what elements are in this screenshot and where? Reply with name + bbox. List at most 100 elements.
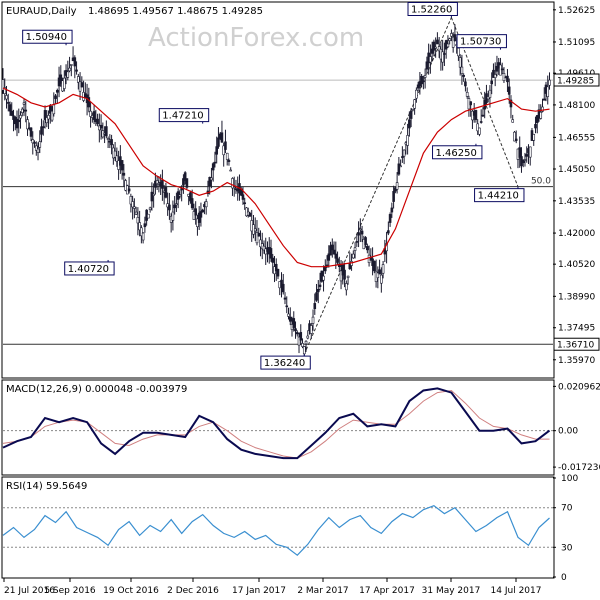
candle-body [453,34,457,42]
candle-body [546,86,550,97]
candle-body [306,335,310,339]
candle-body [131,201,134,208]
macd-tick-label: 0.020962 [558,382,600,392]
candle-body [136,217,140,224]
x-tick-label: 2 Mar 2017 [297,586,348,596]
candle-body [476,123,479,132]
y-tick-label: 1.45050 [558,165,595,175]
candle-body [451,36,455,48]
candle-body [248,213,252,217]
candle-body [255,232,259,244]
candle-body [479,121,483,123]
candle-body [334,253,338,259]
candle-body [127,188,131,192]
candle-body [292,318,296,328]
candle-body [513,131,516,142]
candle-body [134,211,138,215]
candle-body [345,283,348,291]
macd-line [2,387,551,460]
x-tick-label: 17 Apr 2017 [359,586,415,596]
candle-body [327,253,331,261]
candle-body [215,146,218,155]
candle-body [525,154,529,157]
annotation-box [260,355,311,370]
candle-body [316,289,320,293]
candle-body [343,269,346,280]
x-tick-label: 14 Jul 2017 [491,586,542,596]
candle-body [70,64,73,66]
candle-body [329,245,332,256]
candle-body [173,204,176,209]
candle-body [509,99,513,108]
candle-body [380,274,383,284]
candle-body [220,132,224,143]
candle-body [50,110,54,121]
candle-body [143,223,147,228]
candle-body [548,79,551,86]
candle-body [99,124,103,129]
candle-body [52,104,56,115]
ohlc-readout: 1.48695 1.49567 1.48675 1.49285 [88,6,263,17]
candle-body [397,163,401,175]
candle-body [448,38,451,41]
candle-body [366,246,369,251]
candle-body [171,211,175,221]
candle-body [287,313,290,317]
y-tick-label: 1.52625 [558,6,595,16]
candle-body [523,159,527,161]
candle-body [408,119,411,129]
rsi-line [2,505,550,556]
candle-body [430,48,434,54]
rsi-tick-label: 100 [561,474,578,484]
candle-body [208,176,211,187]
candle-body [401,156,404,158]
candle-body [387,230,390,234]
candle-body [364,237,367,245]
candle-body [353,247,357,251]
candle-body [271,257,275,263]
annotation-label: 1.47210 [162,111,203,122]
candle-body [381,264,385,274]
candle-body [304,340,308,345]
macd-tick-label: -0.017236 [558,463,600,473]
candle-body [257,232,261,237]
candle-body [462,74,465,77]
rsi-layer [2,505,553,556]
candle-body [87,97,91,108]
candle-body [420,75,423,85]
candle-body [211,163,215,171]
candle-body [148,207,152,210]
candle-body [120,160,124,171]
candle-body [514,138,518,141]
candle-body [309,325,313,334]
macd-title: MACD(12,26,9) 0.000048 -0.003979 [6,384,187,395]
y-tick-label: 1.38990 [558,292,595,302]
candle-body [507,86,511,95]
candle-body [29,127,33,137]
candle-body [15,118,19,129]
candle-body [229,169,233,172]
candle-body [297,336,301,346]
candle-body [295,332,299,335]
candle-body [288,316,292,322]
candle-body [390,207,394,213]
annotation-label: 1.40720 [68,264,109,275]
candle-body [182,178,185,186]
candle-body [434,46,437,49]
candle-body [197,212,201,223]
candle-body [10,110,14,116]
candle-body [150,191,154,202]
candle-body [5,95,8,100]
candle-body [31,139,35,144]
annotation-label: 1.50940 [26,32,67,43]
candle-body [204,201,208,208]
candle-body [183,172,187,181]
candle-body [20,108,24,113]
x-tick-label: 19 Oct 2016 [103,586,159,596]
candle-body [322,275,325,281]
candle-body [253,228,257,232]
candle-body [224,141,227,150]
candle-body [276,268,280,277]
candle-body [213,161,217,164]
candle-body [425,61,429,70]
